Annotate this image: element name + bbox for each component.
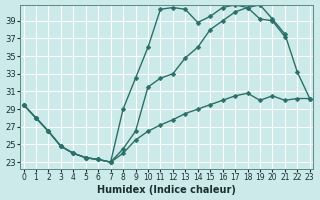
X-axis label: Humidex (Indice chaleur): Humidex (Indice chaleur) (97, 185, 236, 195)
